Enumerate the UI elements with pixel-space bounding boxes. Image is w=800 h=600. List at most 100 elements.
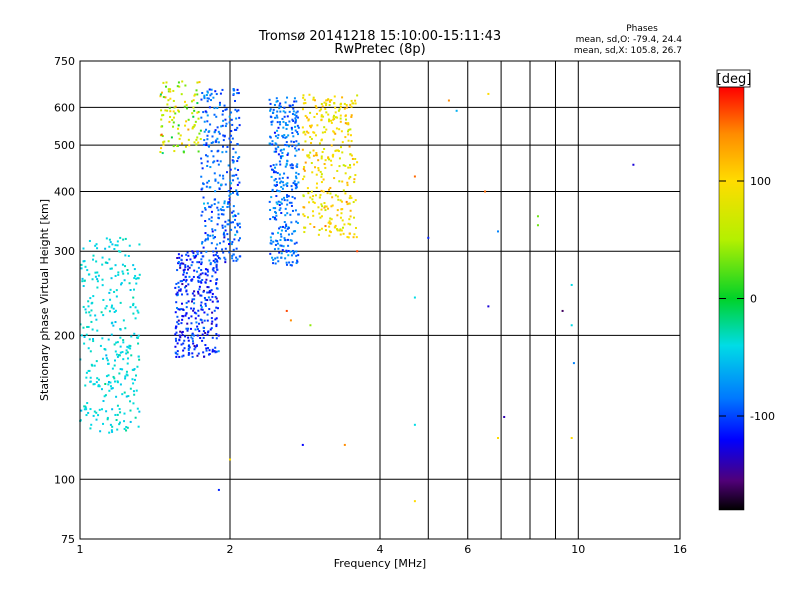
data-point (87, 411, 90, 414)
data-point (108, 310, 111, 313)
data-point (346, 203, 349, 206)
data-point (214, 351, 217, 354)
data-point (82, 260, 85, 263)
data-point (108, 258, 111, 261)
data-point (269, 236, 272, 239)
data-point (206, 97, 209, 100)
data-point (271, 189, 274, 192)
data-point (284, 207, 287, 210)
data-point (213, 107, 216, 110)
data-point (278, 227, 281, 230)
data-point (312, 131, 315, 134)
data-point (320, 157, 323, 160)
data-point (190, 336, 193, 339)
data-point (282, 245, 285, 248)
data-point (214, 90, 217, 93)
data-point (180, 302, 183, 305)
data-point (209, 123, 212, 126)
data-point (289, 250, 292, 253)
data-point (176, 315, 179, 318)
data-point (133, 393, 136, 396)
data-point (347, 222, 350, 225)
data-point (329, 222, 332, 225)
data-point (279, 121, 282, 124)
data-point (347, 166, 350, 169)
data-point (323, 163, 326, 166)
data-point (356, 250, 359, 253)
data-point (327, 207, 330, 210)
data-point (160, 118, 163, 121)
data-point (287, 195, 290, 198)
data-point (215, 297, 218, 300)
data-point (207, 97, 210, 100)
data-point (89, 380, 92, 383)
data-point (335, 127, 338, 130)
data-point (81, 277, 84, 280)
data-point (92, 340, 95, 343)
data-point (197, 279, 200, 282)
data-point (222, 177, 225, 180)
data-point (295, 149, 298, 152)
data-point (176, 342, 179, 345)
data-point (236, 224, 239, 227)
data-point (132, 302, 135, 305)
data-point (210, 92, 213, 95)
data-point (284, 136, 287, 139)
data-point (345, 106, 348, 109)
data-point (222, 174, 225, 177)
y-tick-label: 400 (54, 185, 75, 198)
data-point (223, 104, 226, 107)
data-point (346, 130, 349, 133)
data-point (235, 256, 238, 259)
data-point (187, 347, 190, 350)
data-point (228, 201, 231, 204)
data-point (186, 107, 189, 110)
data-point (83, 342, 86, 345)
data-point (226, 205, 229, 208)
data-point (180, 142, 183, 145)
data-point (209, 262, 212, 265)
data-point (286, 176, 289, 179)
data-point (275, 114, 278, 117)
colorbar-label-box (716, 69, 751, 88)
data-point (208, 106, 211, 109)
data-point (92, 383, 95, 386)
data-point (224, 220, 227, 223)
data-point (187, 283, 190, 286)
data-point (196, 276, 199, 279)
data-point (85, 371, 88, 374)
data-point (228, 121, 231, 124)
data-point (167, 88, 170, 91)
data-point (215, 325, 218, 328)
data-point (270, 121, 273, 124)
data-point (87, 300, 90, 303)
data-point (352, 236, 355, 239)
data-point (86, 402, 89, 405)
data-point (177, 124, 180, 127)
data-point (314, 134, 317, 137)
data-point (195, 143, 198, 146)
data-point (105, 354, 108, 357)
data-point (236, 192, 239, 195)
data-point (304, 226, 307, 229)
data-point (206, 120, 209, 123)
data-point (177, 281, 180, 284)
data-point (175, 325, 178, 328)
data-point (308, 156, 311, 159)
data-point (111, 425, 114, 428)
data-point (94, 244, 97, 247)
colorbar-label: [deg] (717, 72, 752, 87)
data-point (133, 378, 136, 381)
data-point (296, 131, 299, 134)
data-point (281, 134, 284, 137)
data-point (343, 107, 346, 110)
data-point (340, 200, 343, 203)
data-point (95, 243, 98, 246)
data-point (227, 201, 230, 204)
data-point (317, 159, 320, 162)
data-point (202, 255, 205, 258)
data-point (137, 355, 140, 358)
data-point (324, 107, 327, 110)
data-point (289, 264, 292, 267)
data-point (196, 325, 199, 328)
